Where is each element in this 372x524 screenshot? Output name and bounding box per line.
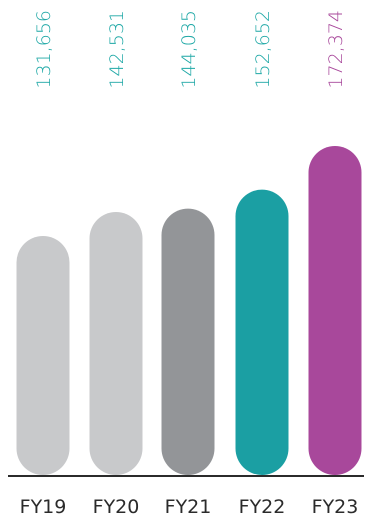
category-labels-group: FY19 FY20 FY21 FY22 FY23 xyxy=(20,496,359,518)
value-label-fy19: 131,656 xyxy=(33,10,55,89)
bar-fy21 xyxy=(161,208,215,475)
value-label-fy22: 152,652 xyxy=(252,10,274,89)
category-label-fy19: FY19 xyxy=(20,496,67,518)
value-label-fy20: 142,531 xyxy=(106,10,128,89)
bar-fy23 xyxy=(308,146,362,475)
value-label-fy23: 172,374 xyxy=(325,10,347,89)
value-label-fy21: 144,035 xyxy=(178,10,200,89)
bar-fy19 xyxy=(16,236,70,475)
bars-group xyxy=(16,146,362,476)
category-label-fy20: FY20 xyxy=(93,496,140,518)
bar-fy22 xyxy=(235,189,289,475)
value-labels-group: 131,656 142,531 144,035 152,652 172,374 xyxy=(33,10,347,89)
category-label-fy22: FY22 xyxy=(239,496,286,518)
category-label-fy21: FY21 xyxy=(165,496,212,518)
bar-fy20 xyxy=(89,211,143,476)
category-label-fy23: FY23 xyxy=(312,496,359,518)
